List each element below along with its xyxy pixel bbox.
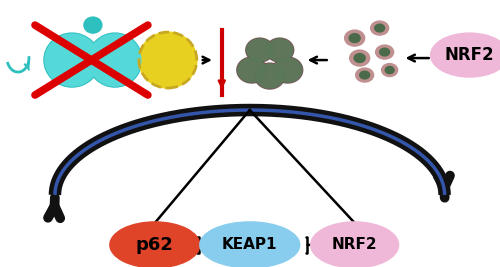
Ellipse shape [45,34,99,86]
Text: NRF2: NRF2 [332,237,378,252]
Ellipse shape [238,58,266,82]
Text: KEAP1: KEAP1 [222,237,278,252]
Ellipse shape [200,222,300,267]
Ellipse shape [370,21,388,35]
Ellipse shape [110,222,200,267]
Ellipse shape [354,54,365,62]
Ellipse shape [89,34,141,86]
Text: NRF2: NRF2 [445,46,494,64]
Ellipse shape [256,64,283,88]
Ellipse shape [267,39,292,61]
Ellipse shape [255,63,284,89]
Ellipse shape [385,66,394,74]
Ellipse shape [237,57,267,83]
Ellipse shape [44,33,100,87]
Ellipse shape [266,38,293,62]
Ellipse shape [84,17,102,33]
Ellipse shape [360,71,370,79]
Ellipse shape [274,58,301,82]
Ellipse shape [247,39,272,61]
Ellipse shape [350,50,370,66]
Ellipse shape [246,38,274,62]
Ellipse shape [272,57,302,83]
Ellipse shape [349,34,360,42]
Ellipse shape [344,30,364,46]
Ellipse shape [139,32,197,88]
Ellipse shape [382,64,398,77]
Ellipse shape [380,48,390,56]
Ellipse shape [88,33,142,87]
Ellipse shape [356,68,374,82]
Ellipse shape [376,45,394,59]
Ellipse shape [430,33,500,77]
Ellipse shape [310,222,398,267]
Ellipse shape [374,24,384,32]
Text: p62: p62 [136,236,174,254]
